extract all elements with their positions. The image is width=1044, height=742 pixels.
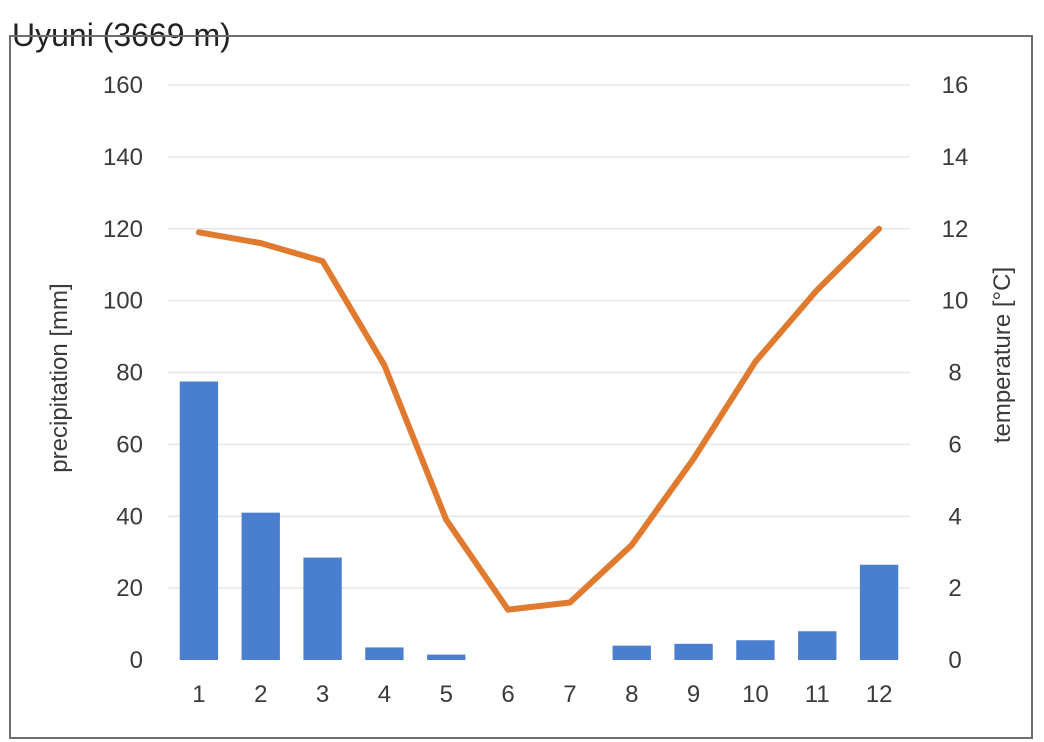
precipitation-bars [179,381,899,660]
right-tick-label: 6 [948,431,961,458]
precipitation-bar [303,557,342,660]
x-tick-label: 12 [866,681,893,708]
x-tick-label: 10 [742,681,769,708]
x-tick-label: 6 [501,681,514,708]
temperature-line [195,225,883,613]
precipitation-bar [241,512,280,660]
x-tick-label: 4 [378,681,391,708]
precipitation-bar [365,647,404,660]
right-tick-label: 4 [948,503,961,530]
chart-frame [9,35,1033,739]
x-tick-label: 5 [440,681,453,708]
left-tick-label: 160 [103,72,143,99]
precipitation-bar [674,643,713,660]
left-tick-label: 100 [103,288,143,315]
right-tick-label: 8 [948,360,961,387]
x-tick-label: 3 [316,681,329,708]
right-tick-label: 12 [942,216,969,243]
right-tick-label: 14 [942,144,969,171]
left-tick-label: 140 [103,144,143,171]
left-tick-label: 0 [130,647,143,674]
precipitation-bar [859,564,899,660]
precipitation-bar [427,654,466,660]
right-tick-label: 2 [948,575,961,602]
x-axis-ticks: 1 2 3 4 5 6 7 8 9 10 11 12 [192,681,892,708]
x-tick-label: 9 [687,681,700,708]
left-tick-label: 60 [116,431,143,458]
left-tick-label: 40 [116,503,143,530]
temperature-line-group [195,225,883,613]
grid-lines [168,84,910,589]
left-tick-label: 20 [116,575,143,602]
x-tick-label: 7 [563,681,576,708]
x-tick-label: 1 [192,681,205,708]
precipitation-bar [736,640,775,660]
precipitation-bar [179,381,219,660]
right-axis-ticks: 0 2 4 6 8 10 12 14 16 [942,72,969,674]
right-axis-title: temperature [°C] [989,267,1016,443]
left-axis-title: precipitation [mm] [46,283,73,472]
right-tick-label: 16 [942,72,969,99]
precipitation-bar [798,631,837,660]
left-axis-ticks: 0 20 40 60 80 100 120 140 160 [103,72,143,674]
right-tick-label: 10 [942,288,969,315]
right-tick-label: 0 [948,647,961,674]
x-tick-label: 11 [805,681,830,708]
left-tick-label: 120 [103,216,143,243]
precipitation-bar [612,645,651,660]
x-tick-label: 8 [625,681,638,708]
left-tick-label: 80 [116,360,143,387]
x-tick-label: 2 [254,681,267,708]
